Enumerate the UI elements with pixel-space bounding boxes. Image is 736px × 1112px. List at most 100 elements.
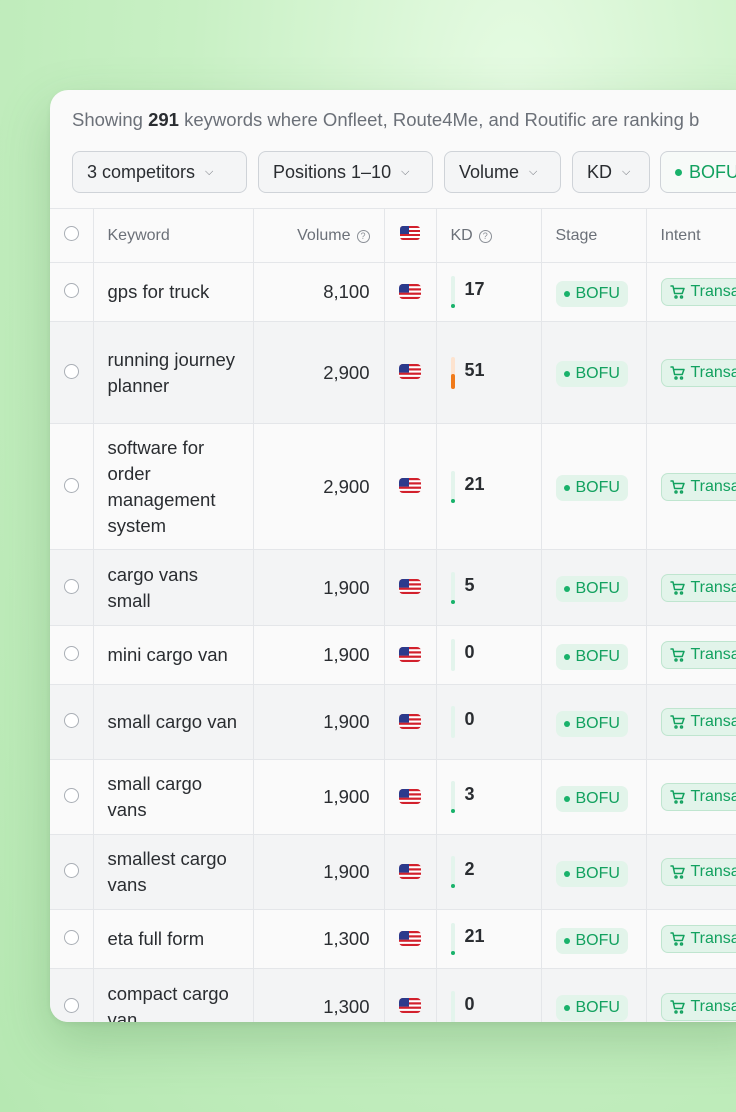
- country-cell: [384, 549, 437, 626]
- us-flag-icon: [399, 785, 421, 811]
- header-intent[interactable]: Intent: [646, 208, 736, 263]
- stage-badge: BOFU: [555, 927, 628, 954]
- row-checkbox[interactable]: [63, 283, 79, 298]
- help-icon[interactable]: ?: [478, 229, 492, 243]
- cart-icon: [669, 790, 691, 804]
- stage-badge: BOFU: [555, 576, 628, 602]
- us-flag-icon: [399, 360, 421, 386]
- kd-level-bar: [450, 571, 455, 604]
- positions-filter[interactable]: Positions 1–10 ⌵: [258, 151, 433, 193]
- kd-level-bar: [450, 706, 455, 738]
- table-row[interactable]: small cargo vans 1,900 3 BOFU Transa: [50, 759, 736, 835]
- intent-cell: Transa: [646, 549, 736, 626]
- keyword-text[interactable]: small cargo van: [107, 711, 238, 732]
- kd-value: 0: [464, 709, 475, 729]
- stage-label: BOFU: [575, 365, 620, 382]
- volume-cell: 1,300: [253, 968, 385, 1022]
- row-checkbox[interactable]: [63, 578, 79, 594]
- intent-cell: Transa: [646, 909, 736, 969]
- keyword-text[interactable]: eta full form: [107, 928, 205, 949]
- stage-cell: BOFU: [541, 625, 647, 685]
- country-cell: [384, 423, 437, 550]
- kd-value: 17: [464, 279, 485, 299]
- kd-cell: 2: [436, 834, 542, 910]
- row-checkbox[interactable]: [63, 930, 79, 945]
- stage-badge: BOFU: [555, 280, 628, 307]
- keyword-text[interactable]: software for order management system: [107, 436, 216, 536]
- competitors-filter[interactable]: 3 competitors ⌵: [72, 151, 247, 193]
- us-flag-icon: [399, 474, 421, 500]
- table-row[interactable]: smallest cargo vans 1,900 2 BOFU Transa: [50, 834, 736, 910]
- header-keyword[interactable]: Keyword: [93, 208, 254, 263]
- table-row[interactable]: eta full form 1,300 21 BOFU Transa: [50, 909, 736, 969]
- help-icon[interactable]: ?: [356, 229, 370, 243]
- header-kd[interactable]: KD?: [436, 208, 542, 263]
- table-row[interactable]: mini cargo van 1,900 0 BOFU Transa: [50, 625, 736, 685]
- intent-cell: Transa: [646, 321, 736, 424]
- stage-badge: BOFU: [555, 475, 628, 501]
- green-dot-icon: [563, 1005, 570, 1011]
- us-flag-icon: [400, 226, 420, 245]
- volume-cell: 1,900: [253, 684, 385, 760]
- intent-label: Transa: [690, 713, 736, 730]
- keyword-text[interactable]: mini cargo van: [107, 644, 228, 665]
- row-checkbox[interactable]: [63, 997, 79, 1013]
- summary-suffix: keywords where Onfleet, Route4Me, and Ro…: [184, 109, 700, 130]
- chevron-down-icon: ⌵: [529, 165, 538, 178]
- table-row[interactable]: software for order management system 2,90…: [50, 423, 736, 550]
- keyword-text[interactable]: small cargo vans: [107, 773, 203, 820]
- stage-cell: BOFU: [541, 262, 647, 322]
- filter-label: Positions 1–10: [273, 161, 392, 182]
- keyword-text[interactable]: gps for truck: [107, 281, 210, 302]
- keyword-text[interactable]: running journey planner: [107, 348, 236, 396]
- header-volume[interactable]: Volume?: [253, 208, 385, 263]
- kd-value: 51: [464, 359, 485, 380]
- intent-badge: Transa: [660, 573, 736, 602]
- country-cell: [384, 834, 437, 910]
- intent-label: Transa: [690, 578, 736, 596]
- row-select-cell: [50, 968, 94, 1022]
- row-checkbox[interactable]: [63, 363, 79, 379]
- volume-filter[interactable]: Volume ⌵: [444, 151, 561, 193]
- intent-label: Transa: [690, 930, 736, 947]
- row-checkbox[interactable]: [63, 788, 79, 803]
- keyword-cell: running journey planner: [93, 321, 254, 424]
- row-select-cell: [50, 549, 94, 626]
- row-checkbox[interactable]: [63, 646, 79, 661]
- keyword-cell: software for order management system: [93, 423, 254, 550]
- table-row[interactable]: running journey planner 2,900 51 BOFU Transa: [50, 321, 736, 424]
- select-all-checkbox[interactable]: [63, 225, 79, 241]
- row-checkbox[interactable]: [63, 863, 79, 878]
- green-dot-icon: [563, 795, 570, 802]
- stage-badge: BOFU: [555, 643, 628, 670]
- intent-cell: Transa: [646, 262, 736, 322]
- kd-value: 5: [464, 574, 475, 595]
- kd-filter[interactable]: KD ⌵: [572, 151, 650, 193]
- table-row[interactable]: compact cargo van 1,300 0 BOFU Transa: [50, 968, 736, 1023]
- stage-badge: BOFU: [555, 710, 628, 737]
- filter-label: 3 competitors: [87, 161, 196, 182]
- keyword-text[interactable]: compact cargo van: [107, 982, 229, 1023]
- row-checkbox[interactable]: [63, 713, 79, 728]
- table-row[interactable]: small cargo van 1,900 0 BOFU Transa: [50, 684, 736, 760]
- results-summary: Showing 291 keywords where Onfleet, Rout…: [72, 109, 699, 131]
- intent-label: Transa: [690, 863, 736, 880]
- table-row[interactable]: gps for truck 8,100 17 BOFU Transa: [50, 262, 736, 322]
- kd-cell: 51: [436, 321, 542, 424]
- intent-badge: Transa: [660, 925, 736, 953]
- stage-filter-bofu[interactable]: BOFU: [660, 151, 736, 193]
- volume-cell: 1,900: [253, 759, 385, 835]
- keyword-text[interactable]: smallest cargo vans: [107, 848, 227, 895]
- header-stage[interactable]: Stage: [541, 208, 647, 263]
- green-dot-icon: [675, 168, 682, 176]
- header-volume-label: Volume: [297, 226, 351, 244]
- header-country: [384, 208, 437, 263]
- filter-label: BOFU: [689, 161, 736, 182]
- keyword-text[interactable]: cargo vans small: [107, 563, 199, 611]
- stage-label: BOFU: [575, 647, 620, 665]
- table-row[interactable]: cargo vans small 1,900 5 BOFU Transa: [50, 549, 736, 626]
- row-checkbox[interactable]: [63, 477, 79, 493]
- kd-value: 3: [464, 784, 475, 804]
- intent-cell: Transa: [646, 968, 736, 1022]
- summary-prefix: Showing: [72, 109, 143, 130]
